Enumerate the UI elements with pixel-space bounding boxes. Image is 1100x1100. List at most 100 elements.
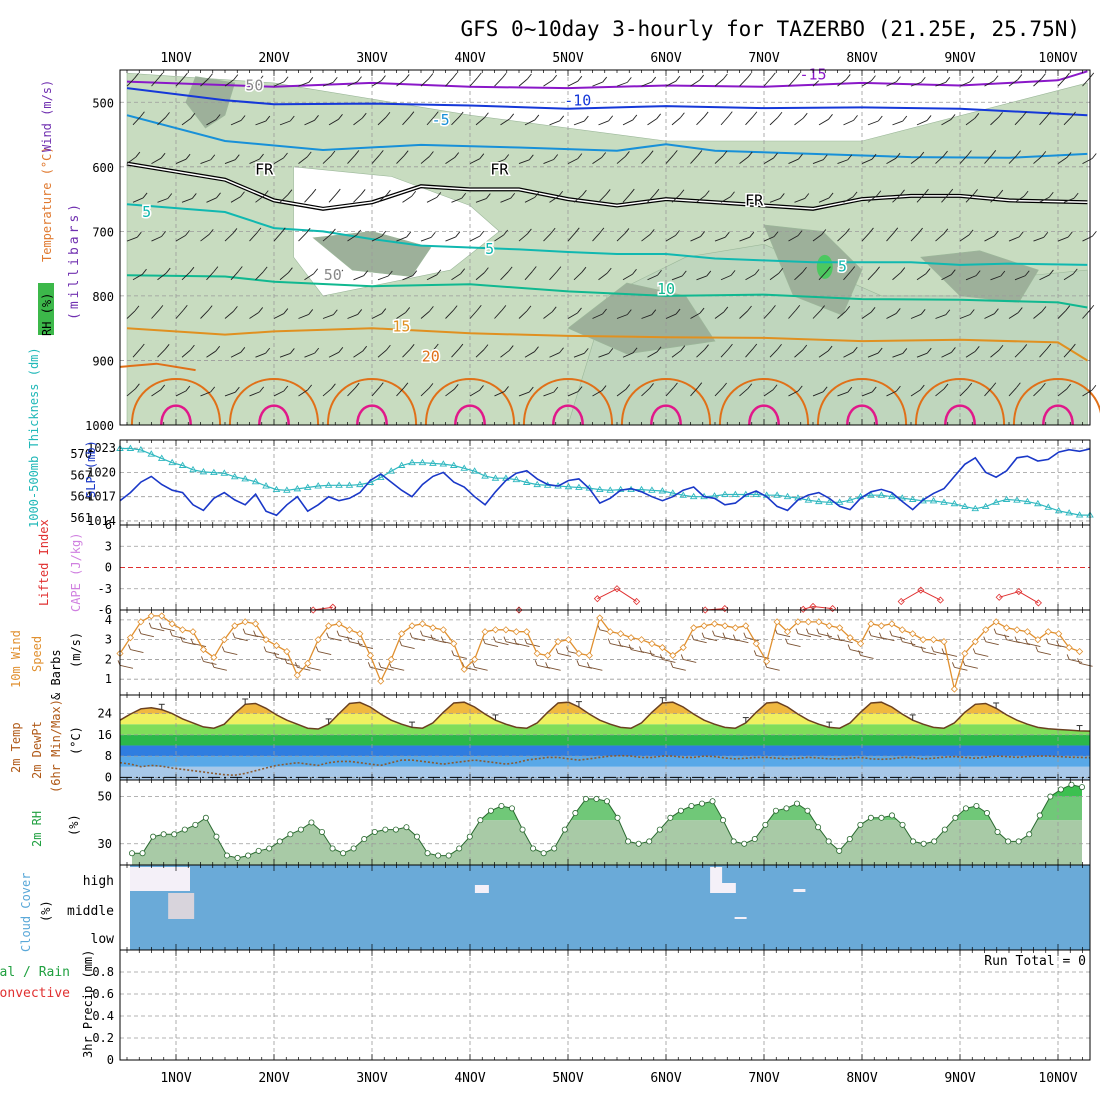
rh-point [245,852,252,859]
wind-barb [132,197,144,203]
wind-barb-flag [503,636,507,642]
wind-speed-point [1044,628,1052,636]
wind-barb [964,664,978,669]
wind-barb-flag [847,644,851,650]
wind-barb [234,637,248,642]
isotherm--15 [126,70,1088,90]
cape-point [897,597,905,606]
wind-barb-flag [943,150,948,157]
cape-point [613,585,621,593]
wind-barb [959,234,970,242]
wind-barb-flag [601,152,607,158]
wind-barb-flag [428,383,434,389]
wind-barb-flag [672,150,678,156]
wind-barb-flag [142,268,147,275]
cloud-level-label: high [83,874,114,889]
wind-barb-flag [1018,231,1024,238]
wind-barb [249,391,260,397]
wind-barb [665,155,674,164]
wind-speed-point [231,622,239,630]
rh-point [551,845,558,852]
wind-speed-point [168,620,176,628]
thickness-point [669,489,677,496]
wind-barb-flag [632,347,638,354]
wind-barb [304,273,314,281]
wind-barb [788,235,799,242]
wind-barb-flag [430,634,434,640]
wind-barb [923,651,937,655]
wind-barb [1039,274,1050,281]
wind-barb [567,158,579,164]
ylabel-temp2m: 2m Temp [9,722,23,773]
wind-barb-flag [656,346,662,353]
rh-point [730,838,737,845]
wind-barb-flag [606,267,612,274]
cape-point [1015,588,1023,596]
wind-speed-point [564,636,573,644]
wind-barb [181,349,191,358]
rh-point [846,836,853,843]
wind-barb [203,660,217,665]
thickness-point [721,490,729,497]
wind-barb [230,120,242,126]
wind-barb [573,120,585,126]
wind-barb-flag [452,72,458,79]
wind-barb-flag [354,150,360,156]
thickness-point [961,502,969,510]
wind-barb [279,120,291,126]
wind-barb-flag [701,632,705,638]
wind-barb-flag [237,266,243,272]
rh-point [920,840,927,847]
wind-barb [916,273,927,281]
wind-barb [518,310,528,319]
isotherm-25-loop [552,404,584,426]
wind-barb-flag [504,386,509,392]
thickness-point [157,454,166,461]
wind-barb-flag [476,72,482,79]
wind-barb [172,635,186,640]
wind-barb [739,236,750,242]
label-15: 15 [392,317,410,335]
wind-barb-flag [208,73,213,79]
wind-barb-flag [770,72,776,79]
wind-barb [763,77,772,87]
label-rh-50: 50 [245,77,263,95]
wind-barb [494,159,505,165]
wind-barb-flag [871,153,877,160]
wind-barb-flag [527,73,532,80]
thickness-point [293,485,302,492]
wind-barb [298,232,307,242]
wind-barb [794,198,805,203]
wind-barb-flag [1045,638,1049,644]
wind-barb-flag [265,115,271,122]
wind-barb-flag [240,115,246,121]
wind-speed-point [429,624,437,632]
wind-barb-flag [504,154,510,160]
wind-barb-flag [899,636,903,642]
rh-point [276,838,283,845]
ylabel-cape: CAPE (J/kg) [69,533,83,612]
isotherm-25-loop [356,404,388,426]
wind-barb-flag [821,229,827,235]
wind-barb [469,77,478,87]
wind-barb [598,272,608,281]
wind-barb-flag [283,76,289,83]
wind-barb-flag [210,154,216,161]
thickness-point [783,492,792,500]
rh-point [266,845,273,852]
wind-barb [766,666,780,671]
temp-band [120,724,1090,735]
wind-barb-flag [574,227,580,234]
wind-barb-flag [983,636,987,642]
rh-point [867,814,874,821]
wind-barb-flag [185,153,191,160]
wind-barb-flag [889,630,893,636]
wind-barb [861,80,872,87]
wind-barb [975,653,989,657]
wind-barb [990,117,999,126]
ylabel-thickness: 1000-500mb Thickness (dm) [27,347,41,528]
wind-barb-flag [403,382,409,389]
thickness-point [356,480,364,488]
thickness-point [564,482,573,490]
wind-barb-flag [828,192,834,199]
